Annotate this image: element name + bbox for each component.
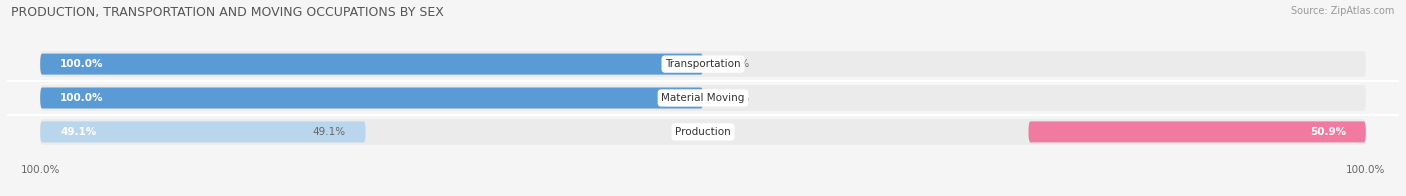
Text: 0.0%: 0.0% [723, 93, 749, 103]
FancyBboxPatch shape [41, 87, 703, 109]
Text: 100.0%: 100.0% [60, 59, 104, 69]
Text: 49.1%: 49.1% [312, 127, 346, 137]
FancyBboxPatch shape [1028, 121, 1365, 142]
Text: 49.1%: 49.1% [60, 127, 96, 137]
Text: Source: ZipAtlas.com: Source: ZipAtlas.com [1291, 6, 1395, 16]
Text: 100.0%: 100.0% [60, 93, 104, 103]
Text: PRODUCTION, TRANSPORTATION AND MOVING OCCUPATIONS BY SEX: PRODUCTION, TRANSPORTATION AND MOVING OC… [11, 6, 444, 19]
Text: Production: Production [675, 127, 731, 137]
Text: Material Moving: Material Moving [661, 93, 745, 103]
FancyBboxPatch shape [39, 85, 1367, 111]
FancyBboxPatch shape [39, 51, 1367, 77]
Text: 0.0%: 0.0% [723, 59, 749, 69]
Text: 50.9%: 50.9% [1310, 127, 1346, 137]
FancyBboxPatch shape [41, 121, 366, 142]
FancyBboxPatch shape [39, 119, 1367, 145]
Text: Transportation: Transportation [665, 59, 741, 69]
FancyBboxPatch shape [41, 54, 703, 75]
